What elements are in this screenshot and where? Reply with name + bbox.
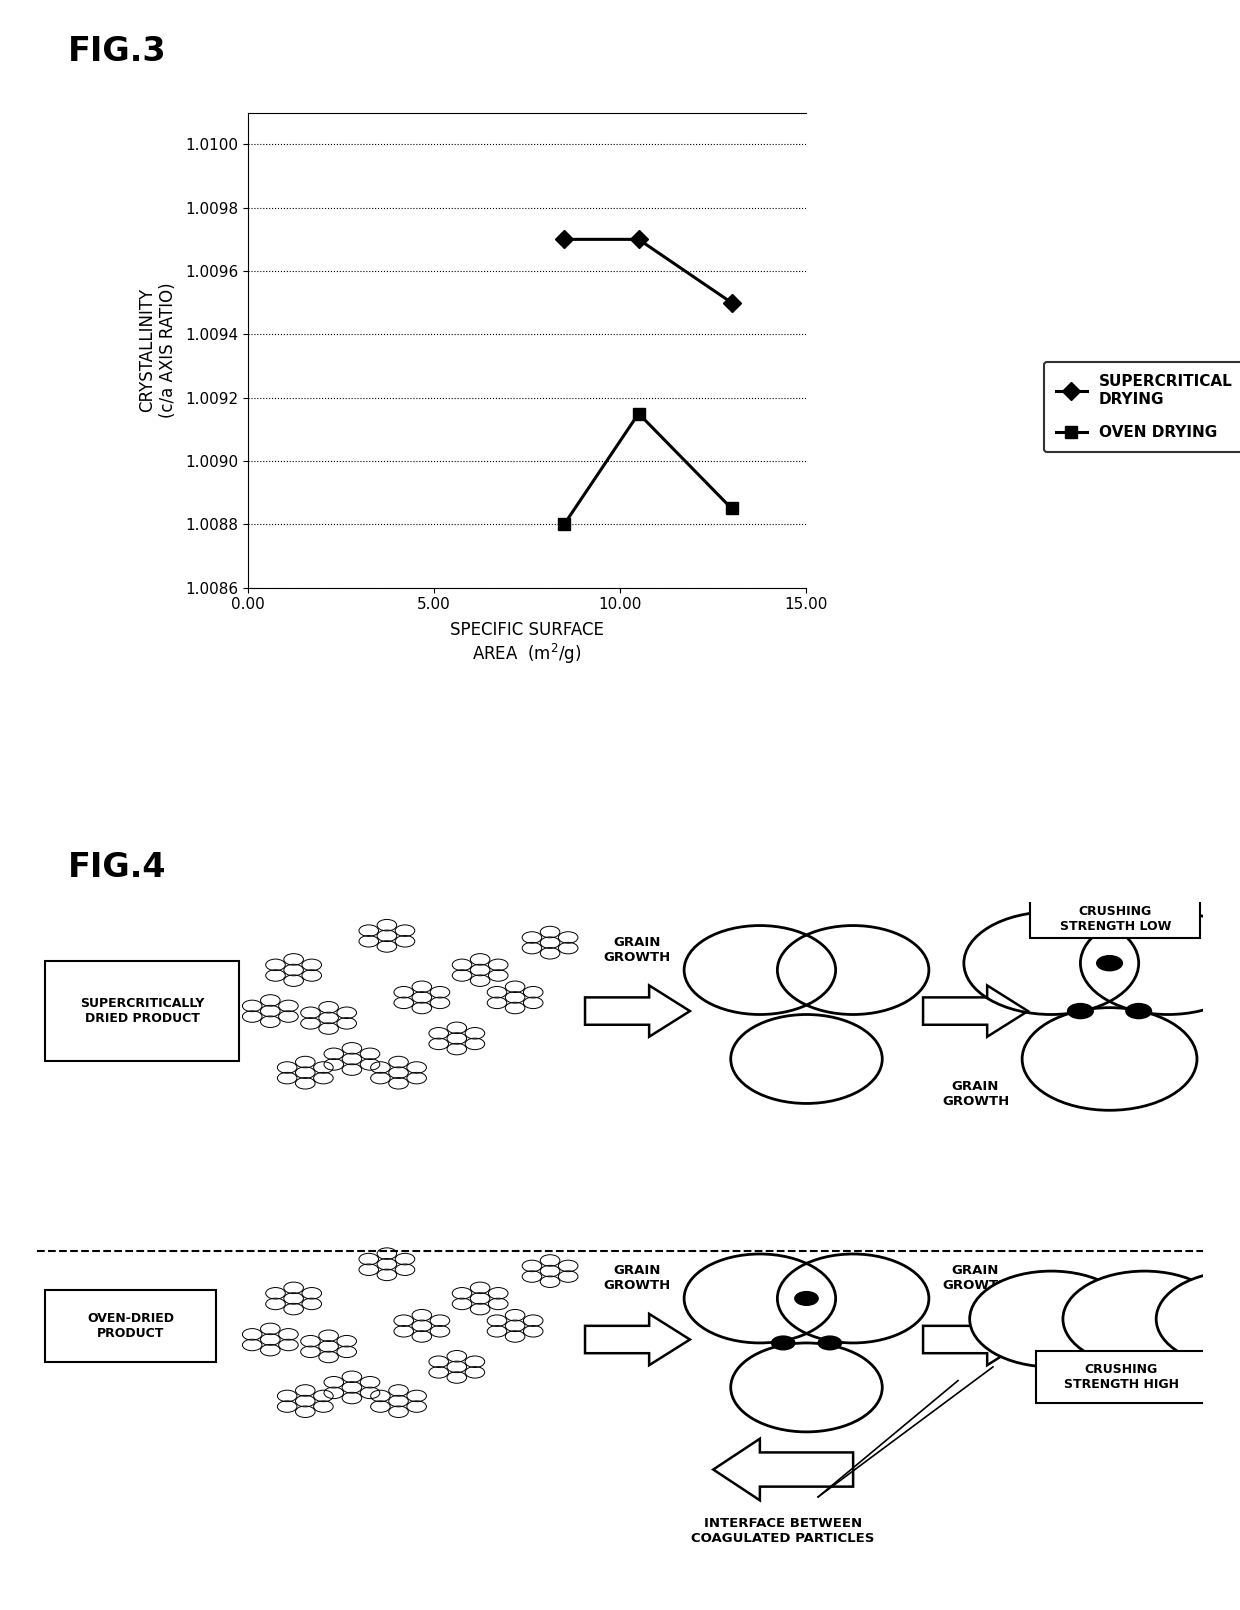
Text: CRUSHING
STRENGTH LOW: CRUSHING STRENGTH LOW — [1060, 905, 1171, 932]
Circle shape — [970, 1272, 1133, 1367]
Text: FIG.4: FIG.4 — [68, 852, 166, 884]
Text: SUPERCRITICALLY
DRIED PRODUCT: SUPERCRITICALLY DRIED PRODUCT — [79, 997, 205, 1026]
SUPERCRITICAL
DRYING — [724, 293, 739, 312]
SUPERCRITICAL
DRYING — [631, 230, 646, 250]
Text: GRAIN
GROWTH: GRAIN GROWTH — [942, 1079, 1009, 1108]
Circle shape — [1068, 1003, 1094, 1019]
Legend: SUPERCRITICAL
DRYING, OVEN DRYING: SUPERCRITICAL DRYING, OVEN DRYING — [1044, 362, 1240, 452]
Circle shape — [1063, 1272, 1226, 1367]
OVEN DRYING — [557, 515, 572, 535]
Text: INTERFACE BETWEEN
COAGULATED PARTICLES: INTERFACE BETWEEN COAGULATED PARTICLES — [692, 1517, 875, 1546]
Line: SUPERCRITICAL
DRYING: SUPERCRITICAL DRYING — [558, 233, 738, 309]
Circle shape — [1126, 1003, 1152, 1019]
OVEN DRYING — [631, 404, 646, 423]
Text: GRAIN
GROWTH: GRAIN GROWTH — [604, 935, 671, 964]
Circle shape — [795, 1291, 818, 1306]
Circle shape — [1096, 956, 1122, 971]
Circle shape — [1156, 1272, 1240, 1367]
Text: FIG.3: FIG.3 — [68, 35, 167, 68]
FancyBboxPatch shape — [1037, 1351, 1207, 1404]
Text: GRAIN
GROWTH: GRAIN GROWTH — [604, 1264, 671, 1293]
Circle shape — [818, 1336, 842, 1349]
X-axis label: SPECIFIC SURFACE
AREA  (m$^2$/g): SPECIFIC SURFACE AREA (m$^2$/g) — [450, 621, 604, 667]
Circle shape — [771, 1336, 795, 1349]
Text: CRUSHING
STRENGTH HIGH: CRUSHING STRENGTH HIGH — [1064, 1364, 1179, 1391]
Bar — [1189, 1293, 1193, 1346]
Text: OVEN-DRIED
PRODUCT: OVEN-DRIED PRODUCT — [87, 1312, 174, 1340]
Text: GRAIN
GROWTH: GRAIN GROWTH — [942, 1264, 1009, 1293]
Bar — [1096, 1293, 1100, 1346]
SUPERCRITICAL
DRYING — [557, 230, 572, 250]
Line: OVEN DRYING: OVEN DRYING — [558, 407, 738, 531]
FancyBboxPatch shape — [1030, 900, 1200, 939]
Y-axis label: CRYSTALLINITY
(c/a AXIS RATIO): CRYSTALLINITY (c/a AXIS RATIO) — [138, 282, 176, 419]
OVEN DRYING — [724, 499, 739, 518]
